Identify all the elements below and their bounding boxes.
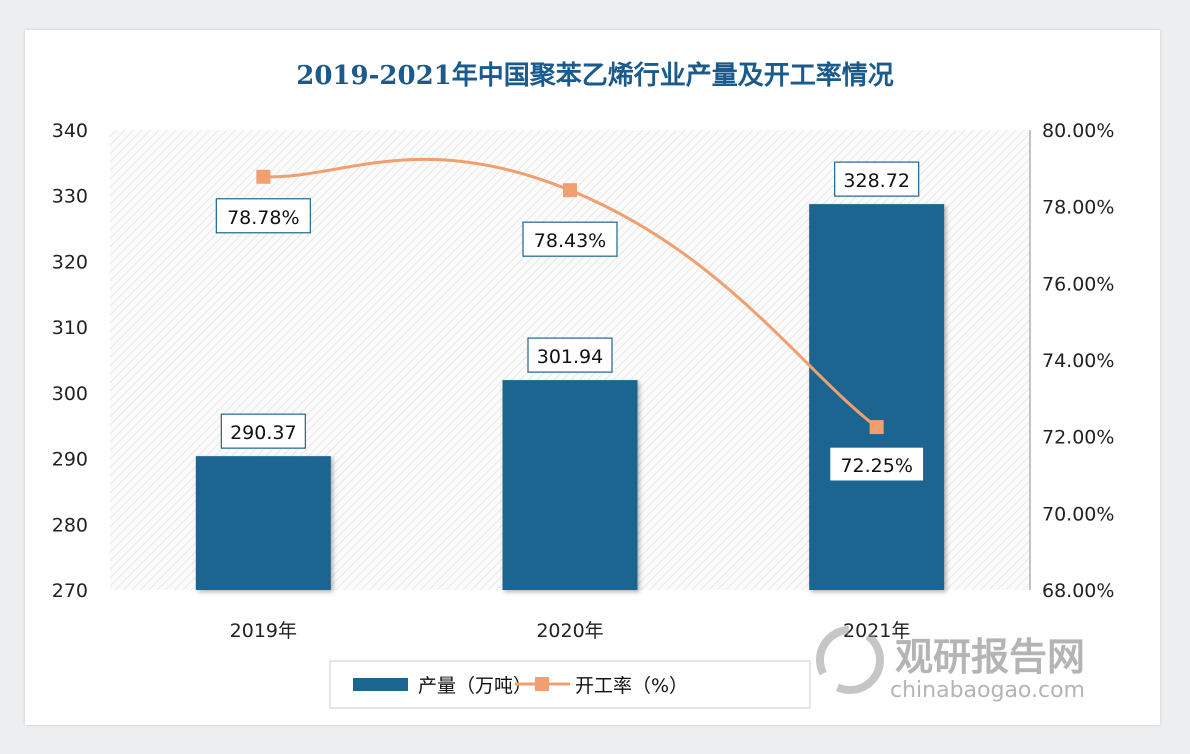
line-marker — [869, 420, 884, 435]
y-left-tick: 270 — [52, 580, 88, 602]
x-tick: 2019年 — [230, 620, 297, 642]
data-label-box — [220, 413, 306, 449]
y-right-tick: 80.00% — [1042, 120, 1114, 142]
legend-bar-label: 产量（万吨） — [418, 675, 532, 697]
bar-data-label: 328.72 — [843, 170, 909, 192]
legend-bar-swatch — [353, 678, 408, 691]
watermark-url: chinabaogao.com — [890, 678, 1085, 703]
y-left-tick: 310 — [52, 317, 88, 339]
y-left-tick: 280 — [52, 514, 88, 536]
line-marker — [563, 183, 577, 198]
x-tick: 2020年 — [536, 620, 603, 642]
y-right-tick: 76.00% — [1042, 273, 1114, 295]
bar — [195, 456, 331, 590]
legend-line-label: 开工率（%） — [575, 675, 688, 697]
y-left-tick: 330 — [52, 186, 88, 208]
bar — [502, 380, 638, 590]
legend-line-marker — [535, 677, 549, 691]
line-data-label: 72.25% — [840, 455, 912, 477]
y-right-tick: 72.00% — [1042, 427, 1114, 449]
line-marker — [256, 169, 271, 184]
bar-data-label: 301.94 — [537, 346, 603, 368]
data-label-box — [834, 161, 920, 197]
data-label-box — [829, 446, 925, 482]
data-label-box — [527, 337, 613, 373]
y-right-tick: 68.00% — [1042, 580, 1114, 602]
line-data-label: 78.78% — [227, 207, 299, 229]
bar-data-label: 290.37 — [230, 422, 296, 444]
y-left-tick: 290 — [52, 449, 88, 471]
watermark-logo-icon — [816, 626, 884, 694]
y-right-tick: 74.00% — [1042, 350, 1114, 372]
bar — [809, 204, 945, 590]
y-left-tick: 300 — [52, 383, 88, 405]
watermark: 观研报告网 chinabaogao.com — [816, 626, 1085, 703]
y-left-tick: 320 — [52, 251, 88, 273]
y-right-tick: 78.00% — [1042, 197, 1114, 219]
line-data-label: 78.43% — [534, 230, 606, 252]
chart-title: 2019-2021年中国聚苯乙烯行业产量及开工率情况 — [296, 60, 894, 91]
y-right-tick: 70.00% — [1042, 503, 1114, 525]
y-left-tick: 340 — [52, 120, 88, 142]
legend: 产量（万吨） 开工率（%） — [329, 660, 811, 709]
watermark-logo-text: 观研报告网 — [895, 635, 1085, 679]
x-tick: 2021年 — [843, 620, 910, 642]
data-label-box — [215, 198, 311, 234]
data-label-box — [522, 221, 618, 257]
